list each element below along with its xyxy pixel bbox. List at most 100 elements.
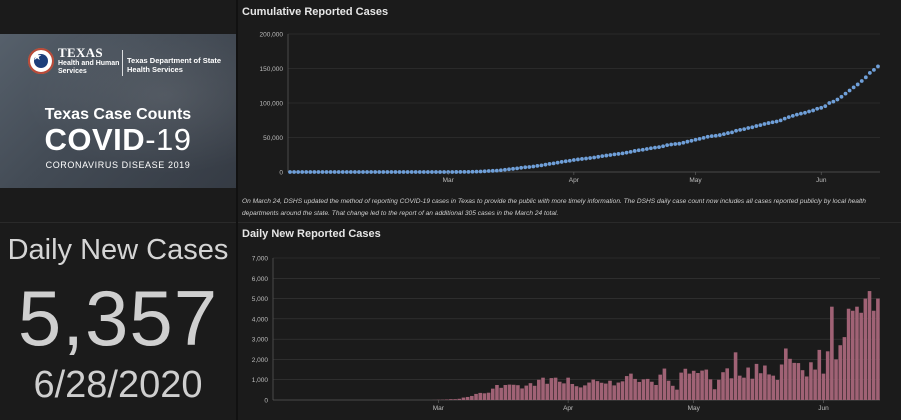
cumulative-point[interactable] <box>446 170 451 174</box>
cumulative-point[interactable] <box>803 110 807 115</box>
daily-bar[interactable] <box>587 382 591 400</box>
daily-bar[interactable] <box>771 375 776 400</box>
cumulative-point[interactable] <box>470 169 475 174</box>
cumulative-point[interactable] <box>851 85 856 90</box>
cumulative-point[interactable] <box>762 122 767 126</box>
cumulative-point[interactable] <box>624 150 629 155</box>
cumulative-point[interactable] <box>697 136 702 141</box>
cumulative-point[interactable] <box>847 88 852 93</box>
daily-bar[interactable] <box>691 370 696 400</box>
cumulative-point[interactable] <box>859 79 864 83</box>
cumulative-point[interactable] <box>559 160 564 164</box>
daily-bar[interactable] <box>792 362 796 400</box>
cumulative-point[interactable] <box>600 154 605 159</box>
daily-bar[interactable] <box>775 379 780 400</box>
daily-bar[interactable] <box>662 368 667 400</box>
daily-bar[interactable] <box>830 306 834 400</box>
daily-bar[interactable] <box>578 387 583 400</box>
cumulative-point[interactable] <box>397 170 402 174</box>
daily-bar[interactable] <box>516 385 520 400</box>
daily-bar[interactable] <box>670 385 675 400</box>
cumulative-point[interactable] <box>863 75 868 80</box>
daily-bar[interactable] <box>624 376 629 400</box>
daily-bar[interactable] <box>549 378 554 400</box>
cumulative-point[interactable] <box>563 159 568 164</box>
cumulative-point[interactable] <box>357 170 361 174</box>
daily-bar[interactable] <box>541 377 545 400</box>
cumulative-point[interactable] <box>620 151 625 156</box>
cumulative-point[interactable] <box>498 168 503 173</box>
daily-bar[interactable] <box>817 349 822 400</box>
daily-bar[interactable] <box>470 395 474 400</box>
daily-bar[interactable] <box>804 376 809 400</box>
daily-bar[interactable] <box>449 399 453 400</box>
daily-bar[interactable] <box>779 364 784 401</box>
cumulative-point[interactable] <box>576 157 580 162</box>
daily-bar[interactable] <box>867 291 872 400</box>
daily-bar[interactable] <box>850 310 855 400</box>
daily-bar[interactable] <box>604 383 608 400</box>
daily-bar[interactable] <box>666 380 671 400</box>
daily-bar[interactable] <box>616 382 621 400</box>
daily-bar[interactable] <box>821 373 826 400</box>
cumulative-point[interactable] <box>527 165 532 169</box>
cumulative-point[interactable] <box>827 101 832 105</box>
cumulative-point[interactable] <box>738 128 743 132</box>
cumulative-point[interactable] <box>649 146 653 151</box>
daily-bar[interactable] <box>511 384 516 400</box>
cumulative-point[interactable] <box>300 170 305 174</box>
daily-bar[interactable] <box>767 374 771 400</box>
cumulative-point[interactable] <box>843 91 848 96</box>
daily-bar[interactable] <box>595 381 600 400</box>
daily-bar[interactable] <box>825 351 830 400</box>
cumulative-point[interactable] <box>336 170 341 174</box>
daily-bar[interactable] <box>457 398 462 400</box>
daily-bar[interactable] <box>696 373 700 400</box>
cumulative-point[interactable] <box>503 167 507 172</box>
cumulative-point[interactable] <box>786 115 791 120</box>
cumulative-point[interactable] <box>778 118 783 123</box>
cumulative-point[interactable] <box>413 170 418 174</box>
cumulative-point[interactable] <box>584 156 588 161</box>
cumulative-point[interactable] <box>320 170 325 174</box>
daily-bar[interactable] <box>712 389 717 400</box>
cumulative-point[interactable] <box>458 170 463 174</box>
cumulative-point[interactable] <box>807 109 811 114</box>
cumulative-point[interactable] <box>831 99 836 104</box>
cumulative-point[interactable] <box>628 149 633 154</box>
daily-bar[interactable] <box>557 381 562 400</box>
cumulative-point[interactable] <box>316 170 321 174</box>
daily-bar[interactable] <box>633 378 637 400</box>
cumulative-point[interactable] <box>677 141 682 146</box>
daily-bar[interactable] <box>499 387 503 400</box>
daily-bar[interactable] <box>763 365 767 400</box>
daily-bar[interactable] <box>679 372 683 400</box>
cumulative-point[interactable] <box>653 145 657 150</box>
cumulative-point[interactable] <box>571 158 576 162</box>
daily-bar[interactable] <box>566 377 570 400</box>
cumulative-point[interactable] <box>393 170 398 174</box>
daily-bar[interactable] <box>461 397 466 400</box>
cumulative-point[interactable] <box>519 165 524 170</box>
cumulative-point[interactable] <box>486 169 491 173</box>
cumulative-point[interactable] <box>425 170 430 174</box>
cumulative-point[interactable] <box>405 170 410 174</box>
cumulative-point[interactable] <box>373 170 378 174</box>
cumulative-point[interactable] <box>288 170 292 174</box>
cumulative-point[interactable] <box>823 104 828 109</box>
cumulative-point[interactable] <box>365 170 369 174</box>
cumulative-point[interactable] <box>535 163 540 168</box>
cumulative-point[interactable] <box>539 163 544 168</box>
daily-bar[interactable] <box>800 370 805 400</box>
daily-bar[interactable] <box>784 348 788 400</box>
cumulative-point[interactable] <box>434 170 438 174</box>
daily-bar[interactable] <box>737 375 742 400</box>
daily-bar[interactable] <box>742 377 746 400</box>
cumulative-point[interactable] <box>377 170 382 174</box>
cumulative-point[interactable] <box>604 153 609 158</box>
cumulative-point[interactable] <box>588 156 592 160</box>
daily-bar[interactable] <box>871 310 876 400</box>
cumulative-point[interactable] <box>774 119 779 124</box>
cumulative-point[interactable] <box>430 170 434 174</box>
cumulative-point[interactable] <box>340 170 345 174</box>
